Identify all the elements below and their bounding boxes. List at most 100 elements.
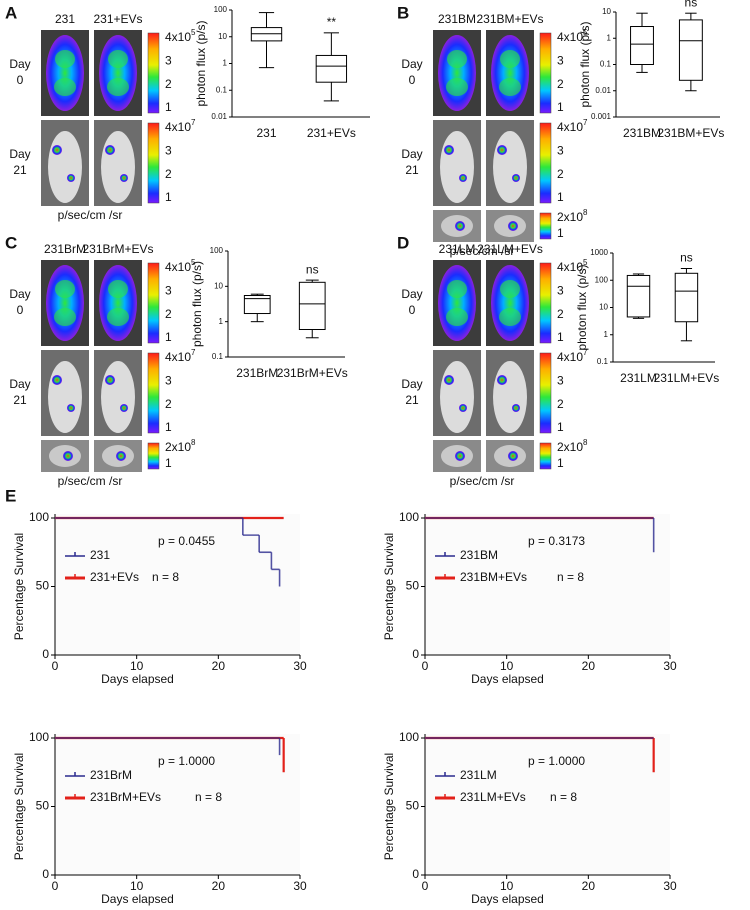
row-label-line: Day (401, 147, 422, 161)
signal (446, 78, 468, 96)
colorbar-tick: 3 (165, 54, 172, 68)
signal (444, 375, 454, 385)
signal (508, 221, 518, 231)
x-axis-label: Days elapsed (101, 672, 174, 686)
colorbar (147, 262, 160, 344)
p-value: p = 1.0000 (528, 754, 585, 768)
mouse-image (433, 210, 481, 242)
y-tick-label: 0.01 (211, 112, 227, 121)
legend-label: 231BM+EVs (460, 570, 527, 584)
signal (438, 35, 476, 111)
colorbar-tick: 3 (557, 374, 564, 388)
y-tick-label: 100 (399, 510, 419, 524)
panel-letter: B (397, 3, 409, 22)
box (243, 295, 271, 315)
x-tick-label: 10 (500, 659, 514, 673)
colorbar-max-base: 4x10 (165, 30, 191, 44)
colorbar-max-base: 4x10 (557, 120, 583, 134)
colorbar-tick: 1 (557, 330, 564, 344)
signal (455, 221, 465, 231)
signal (105, 375, 115, 385)
mouse-body (101, 361, 135, 433)
colorbar-max-base: 2x10 (165, 440, 191, 454)
mouse-image (94, 30, 142, 116)
colorbar-tick: 1 (165, 420, 172, 434)
row-label: Day 0 (401, 287, 422, 317)
colorbar-max-base: 4x10 (165, 260, 191, 274)
signal (63, 451, 73, 461)
colorbar-max-exp: 8 (583, 438, 588, 447)
colorbar-max-exp: 5 (191, 28, 196, 37)
x-tick-label: 0 (52, 659, 59, 673)
colorbar-max-base: 4x10 (557, 260, 583, 274)
colorbar (147, 442, 160, 470)
y-tick-label: 0.01 (595, 86, 611, 95)
y-tick-label: 50 (36, 799, 50, 813)
x-tick-label: 30 (663, 659, 677, 673)
row-label: Day 0 (9, 57, 30, 87)
row-label: Day 21 (401, 147, 422, 177)
row-label: Day 0 (401, 57, 422, 87)
column-label: 231BM+EVs (476, 12, 543, 26)
signal (54, 308, 76, 326)
signal (444, 145, 454, 155)
y-tick-label: 0.1 (212, 352, 224, 361)
mouse-image (433, 440, 481, 472)
colorbar-max: 4x105 (557, 258, 588, 274)
mouse-image (486, 260, 534, 346)
y-axis-label: Percentage Survival (12, 533, 26, 640)
colorbar-tick: 3 (557, 144, 564, 158)
signal (491, 35, 529, 111)
x-tick-label: 231+EVs (307, 126, 356, 140)
colorbar-max: 4x105 (165, 258, 196, 274)
colorbar-tick: 3 (557, 284, 564, 298)
mouse-image (41, 120, 89, 206)
colorbar-max-exp: 7 (191, 118, 196, 127)
n-label: n = 8 (550, 790, 577, 804)
annotation: ** (327, 15, 337, 29)
signal (46, 35, 84, 111)
colorbar (147, 122, 160, 204)
row-label: Day 21 (9, 147, 30, 177)
row-label-line: Day (401, 287, 422, 301)
x-axis-label: Days elapsed (471, 672, 544, 686)
row-label-line: Day (401, 377, 422, 391)
plot-bg (425, 514, 670, 655)
mouse-body (48, 361, 82, 433)
y-tick-label: 50 (406, 579, 420, 593)
y-tick-label: 0.1 (597, 357, 609, 366)
signal (446, 308, 468, 326)
x-tick-label: 231LM+EVs (654, 371, 720, 385)
y-tick-label: 0 (42, 647, 49, 661)
y-tick-label: 1 (219, 317, 224, 326)
signal (108, 280, 128, 298)
y-tick-label: 50 (406, 799, 420, 813)
x-tick-label: 231BrM (236, 366, 278, 380)
panel-letter: C (5, 233, 17, 252)
row-label: Day 21 (9, 377, 30, 407)
signal (120, 174, 128, 182)
signal (67, 404, 75, 412)
signal (508, 451, 518, 461)
signal (500, 50, 520, 68)
box (250, 27, 283, 42)
x-tick-label: 30 (293, 879, 307, 893)
y-tick-label: 100 (29, 510, 49, 524)
y-tick-label: 1 (223, 59, 228, 68)
y-axis-label: photon flux (p/s) (190, 261, 204, 347)
y-axis-label: photon flux (p/s) (575, 264, 589, 350)
mouse-image (94, 440, 142, 472)
row-label-line: 21 (405, 163, 419, 177)
legend-label: 231+EVs (90, 570, 139, 584)
colorbar-tick: 1 (165, 190, 172, 204)
mouse-body (493, 131, 527, 203)
plot-bg (425, 734, 670, 875)
colorbar-tick: 1 (557, 226, 564, 240)
annotation: ns (306, 262, 319, 276)
x-tick-label: 20 (212, 659, 226, 673)
mouse-image (486, 350, 534, 436)
y-axis-label: Percentage Survival (12, 753, 26, 860)
n-label: n = 8 (195, 790, 222, 804)
column-label: 231 (55, 12, 75, 26)
